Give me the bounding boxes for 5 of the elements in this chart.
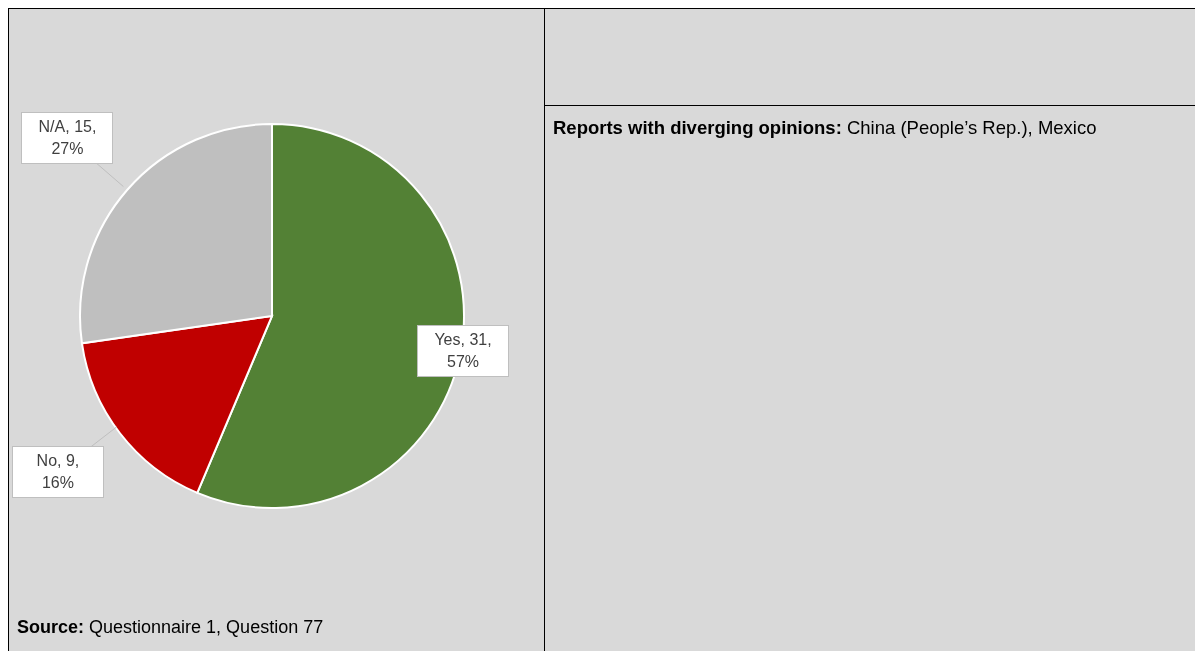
source-note: Source: Questionnaire 1, Question 77: [17, 617, 324, 637]
slice-label: No, 9, 16%: [36, 452, 80, 492]
slice-label: Yes, 31, 57%: [434, 330, 492, 370]
text: Reports with diverging opinions: China (People’s Rep.), Mexico: [553, 117, 1097, 138]
slice-label: N/A, 15, 27%: [38, 118, 97, 158]
